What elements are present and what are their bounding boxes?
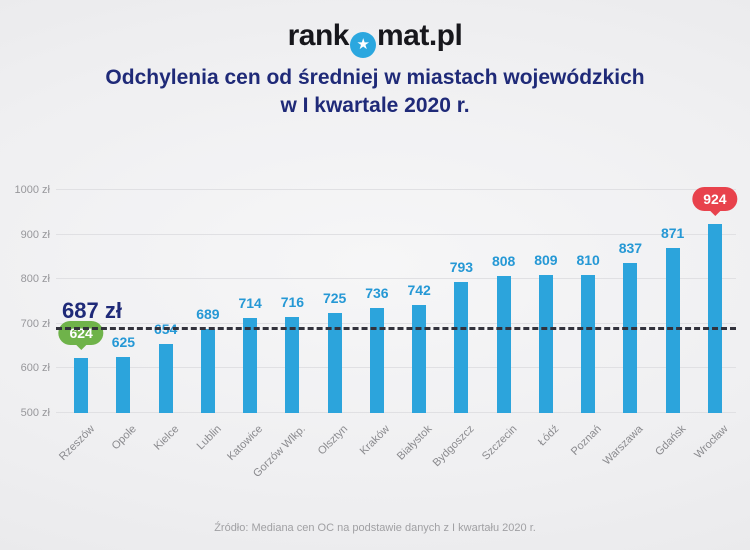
bar-value-label: 742 [407, 282, 431, 299]
title-line-1: Odchylenia cen od średniej w miastach wo… [105, 66, 645, 89]
x-axis-category-label: Kielce [151, 423, 182, 453]
y-axis-tick-label: 700 zł [20, 317, 50, 330]
bar-column: 808 Szczecin [479, 190, 525, 463]
bar-value-label: 736 [365, 284, 389, 301]
x-axis-category-label: Szczecin [479, 423, 520, 463]
bar-value-label: 837 [618, 239, 643, 256]
bar [285, 316, 300, 413]
bar [707, 223, 722, 413]
x-axis-category-label: Lublin [194, 423, 224, 453]
x-axis-category-label: Gdańsk [652, 423, 689, 459]
bar-value-label: 810 [576, 251, 600, 268]
x-axis-category-label: Warszawa [601, 423, 646, 468]
logo-text-matpl: mat.pl [377, 19, 463, 52]
bar-column: 837 Warszawa [601, 190, 651, 468]
bar-column: 793 Bydgoszcz [431, 190, 482, 469]
x-axis-category-label: Bydgoszcz [430, 423, 477, 470]
bar-column: 714 Katowice [226, 190, 271, 463]
star-circle-icon: ★ [350, 32, 376, 58]
bar-column: 871 Gdańsk [652, 190, 694, 459]
bar-column: 689 Lublin [187, 190, 229, 453]
bar-value-label: 689 [196, 305, 220, 322]
bar [158, 344, 173, 413]
badge-tail [709, 210, 720, 216]
bar-value-label: 625 [111, 334, 136, 351]
bar-column: 725 Olsztyn [314, 190, 356, 458]
bar-value-label: 809 [534, 252, 558, 269]
x-axis-category-label: Poznań [568, 423, 604, 458]
bar [581, 274, 596, 413]
bar-column: 810 Poznań [567, 190, 609, 458]
bar-column: 736 Kraków [356, 190, 398, 458]
badge-tail [76, 344, 87, 350]
y-axis-tick-label: 900 zł [20, 228, 50, 241]
bar-column: 924 Wrocław [692, 186, 738, 461]
y-axis-tick-label: 600 zł [20, 362, 50, 375]
bar-column: 809 Łódź [525, 190, 567, 448]
bar [623, 262, 638, 413]
bar-value-label: 725 [322, 289, 347, 306]
x-axis-category-label: Opole [109, 423, 139, 453]
bar [74, 357, 89, 413]
x-axis-category-label: Wrocław [692, 423, 731, 462]
gridline [56, 412, 736, 413]
x-axis-category-label: Kraków [357, 423, 393, 458]
max-value-badge: 924 [692, 186, 738, 216]
x-axis-category-label: Łódź [536, 423, 562, 449]
plot-area: 500 zł 600 zł 700 zł 800 zł 900 zł 1000 zł 624… [15, 184, 738, 480]
bar-column: 716 Gorzów Wlkp. [251, 190, 313, 480]
gridline [56, 367, 736, 369]
bar [665, 247, 680, 413]
bar [243, 317, 258, 413]
average-line [56, 326, 736, 330]
gridline [56, 233, 736, 235]
y-axis-tick-label: 500 zł [20, 407, 50, 419]
x-axis-category-label: Rzeszów [56, 423, 97, 464]
bar-column: 742 Białystok [395, 190, 440, 463]
logo-text-rank: rank [287, 19, 350, 52]
bar [496, 275, 511, 413]
bar [454, 282, 469, 413]
bar-column: 654 Kielce [145, 190, 187, 452]
gridline [56, 189, 736, 190]
gridline [56, 278, 736, 280]
bar-value-label: 714 [238, 294, 262, 311]
x-axis-category-label: Katowice [225, 423, 266, 464]
bar-column: 625 Opole [102, 190, 144, 452]
bar [538, 275, 553, 413]
bar-value-label: 716 [280, 293, 305, 310]
bar [116, 357, 131, 413]
bar [327, 312, 342, 413]
bar [369, 307, 384, 413]
x-axis-category-label: Olsztyn [315, 423, 351, 458]
x-axis-category-label: Białystok [394, 423, 435, 463]
page-title: Odchylenia cen od średniej w miastach wo… [0, 64, 750, 120]
bar-value-label: 871 [660, 224, 685, 241]
average-line-label: 687 zł [62, 297, 122, 323]
y-axis-tick-label: 800 zł [20, 273, 50, 286]
y-axis-tick-label: 1000 zł [14, 184, 50, 196]
bar [200, 328, 215, 413]
bar [412, 305, 427, 413]
title-line-2: w I kwartale 2020 r. [280, 94, 470, 117]
logo: rank ★ mat.pl [0, 20, 750, 58]
bar-value-label: 793 [449, 259, 474, 276]
source-note: Źródło: Mediana cen OC na podstawie dany… [214, 522, 536, 534]
bar-value-label: 808 [491, 252, 516, 269]
min-value-badge: 624 [58, 320, 104, 350]
bar-column: 624 Rzeszów [57, 190, 104, 463]
gridline [56, 322, 736, 324]
